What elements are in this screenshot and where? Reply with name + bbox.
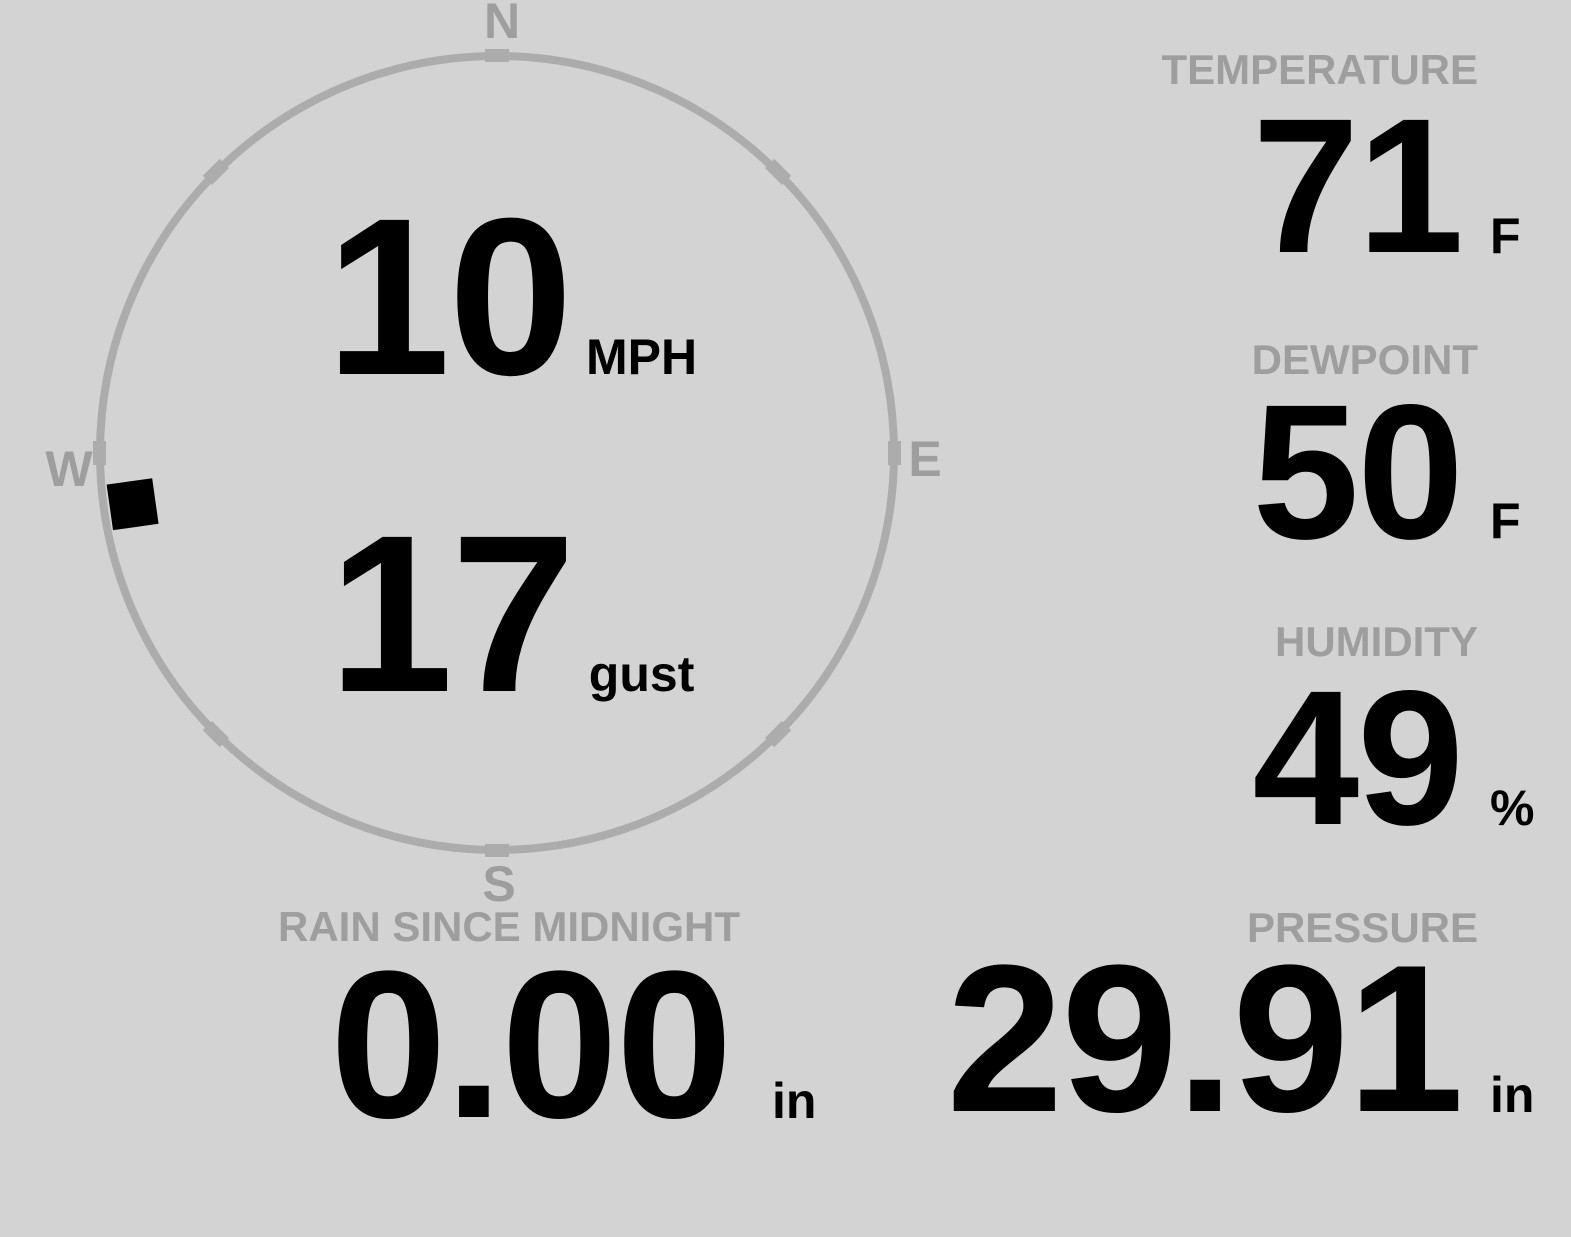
compass-label-south: S	[482, 856, 516, 912]
wind-compass-gauge	[93, 49, 901, 857]
rain-unit: in	[772, 1073, 817, 1129]
wind-speed-row: 10 MPH	[114, 185, 909, 409]
temperature-label: TEMPERATURE	[1161, 46, 1478, 93]
dewpoint-label: DEWPOINT	[1251, 336, 1478, 383]
rain-label: RAIN SINCE MIDNIGHT	[278, 903, 740, 950]
compass-tick-se	[765, 721, 792, 748]
wind-speed-value: 10	[325, 172, 573, 422]
temperature-unit: F	[1490, 208, 1521, 264]
humidity-value: 49	[1252, 650, 1464, 865]
wind-gust-value: 17	[328, 489, 576, 739]
humidity-unit: %	[1490, 780, 1535, 836]
rain-value: 0.00	[330, 927, 733, 1162]
pressure-value: 29.91	[946, 921, 1464, 1156]
compass-label-west: W	[45, 441, 93, 497]
dewpoint-value: 50	[1252, 364, 1464, 579]
compass-label-north: N	[483, 0, 521, 49]
humidity-label: HUMIDITY	[1275, 618, 1478, 665]
wind-speed-unit: MPH	[586, 329, 698, 385]
compass-label-east: E	[908, 431, 942, 487]
wind-gust-row: 17 gust	[114, 502, 909, 726]
wind-gust-unit: gust	[588, 646, 695, 702]
pressure-unit: in	[1490, 1067, 1535, 1123]
temperature-value: 71	[1252, 78, 1464, 293]
compass-ticks	[93, 49, 901, 857]
compass-tick-ne	[765, 158, 792, 185]
compass-tick-nw	[202, 158, 229, 185]
compass-tick-sw	[202, 721, 229, 748]
wind-direction-marker	[106, 478, 159, 531]
dewpoint-unit: F	[1490, 493, 1521, 549]
pressure-label: PRESSURE	[1246, 904, 1478, 951]
